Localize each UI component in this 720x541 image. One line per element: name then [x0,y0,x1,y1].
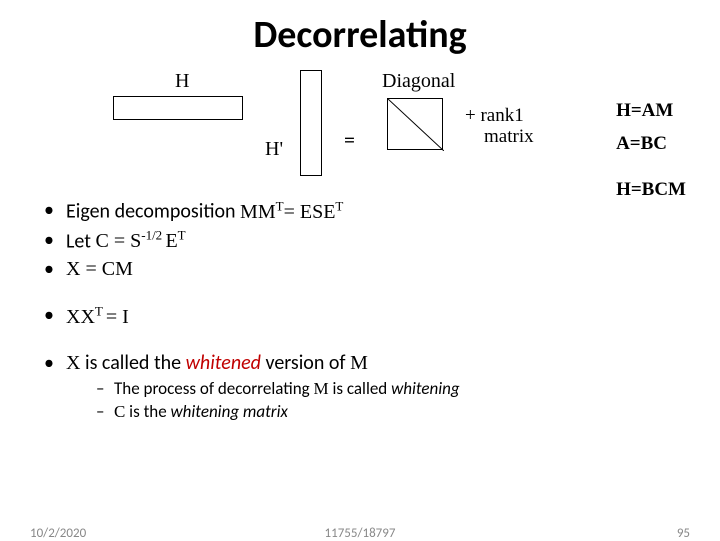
label-diagonal: Diagonal [382,70,455,93]
b1-prefix: Eigen decomposition [66,200,240,224]
b4-formula: XXT = I [66,306,129,328]
sub-whitening-process: The process of decorrelating M is called… [96,378,676,399]
b2-formula: C = S-1/2 ET [95,230,185,252]
matrix-hprime-rect [300,70,322,176]
bullet-let-c: Let C = S-1/2 ET [44,228,676,254]
s1b: M [313,379,328,398]
bullet-content: Eigen decomposition MMT= ESET Let C = S-… [0,198,720,422]
b5-m: M [350,352,368,374]
eq-h-am: H=AM [616,94,686,127]
label-h-prime: H' [265,138,283,161]
sub-whitening-matrix: C is the whitening matrix [96,401,676,422]
s1c: is called [329,378,391,399]
slide-title: Decorrelating [0,0,720,58]
b5-whitened: whitened [186,351,261,375]
diagonal-line-icon [388,99,444,151]
b5-d: version of [261,351,350,375]
s1a: The process of decorrelating [114,378,313,399]
label-h: H [175,70,189,93]
b1-formula: MMT= ESET [240,201,343,223]
equals-sign: = [344,126,355,153]
matrix-diagonal-rect [387,98,443,150]
plus-rank1-l2: matrix [484,126,534,147]
s2a: C [114,402,125,421]
plus-rank1-l1: + rank1 [465,105,524,126]
footer-course: 11755/18797 [0,526,720,541]
b3-formula: X = CM [66,258,133,280]
diagram-area: H H' = Diagonal + rank1 matrix H=AM A=BC… [0,64,720,194]
s1d: whitening [391,378,460,399]
b5-b: is called the [80,351,185,375]
s2c: whitening matrix [171,401,288,422]
right-equations: H=AM A=BC H=BCM [616,94,686,206]
b5-x: X [66,352,80,374]
bullet-x-cm: X = CM [44,257,676,281]
b2-prefix: Let [66,229,95,253]
eq-a-bc: A=BC [616,127,686,160]
sub-bullet-list: The process of decorrelating M is called… [96,378,676,422]
bullet-xxt-i: XXT = I [44,303,676,329]
s2b: is the [125,401,170,422]
footer-page-number: 95 [677,526,690,541]
matrix-h-rect [113,96,243,120]
bullet-whitened: X is called the whitened version of M Th… [44,351,676,422]
bullet-eigen: Eigen decomposition MMT= ESET [44,198,676,224]
plus-rank1-label: + rank1 matrix [465,106,534,148]
main-bullet-list: Eigen decomposition MMT= ESET Let C = S-… [44,198,676,422]
